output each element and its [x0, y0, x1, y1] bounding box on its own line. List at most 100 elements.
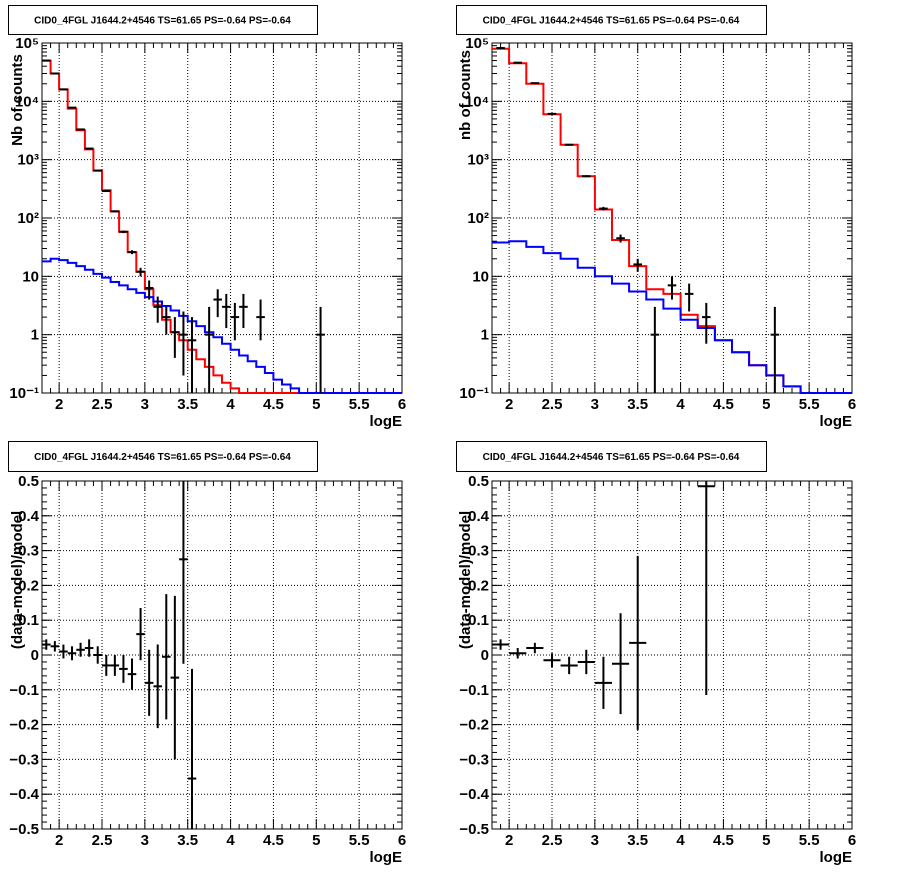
data-point [127, 250, 137, 255]
y-tick-label: 10³ [467, 152, 489, 169]
x-tick-label: 5.5 [349, 396, 370, 413]
data-point [110, 655, 120, 676]
data-point [684, 283, 694, 312]
x-tick-label: 2 [55, 396, 63, 413]
x-tick-label: 2.5 [92, 832, 113, 849]
y-tick-label: −0.1 [459, 682, 489, 699]
chart-panel-1: CID0_4FGL J1644.2+4546 TS=61.65 PS=-0.64… [8, 5, 406, 430]
y-tick-label: 10⁴ [465, 93, 489, 110]
x-tick-label: 3 [141, 396, 149, 413]
data-point [170, 595, 180, 760]
y-tick-label: 10³ [17, 152, 39, 169]
y-tick-label: 0.1 [468, 612, 489, 629]
chart-title-box [456, 441, 767, 472]
data-point [179, 311, 188, 376]
x-tick-label: 3.5 [177, 832, 198, 849]
y-tick-label: 1 [31, 327, 39, 344]
data-point [187, 668, 197, 829]
data-point [526, 642, 544, 654]
chart-title: CID0_4FGL J1644.2+4546 TS=61.65 PS=-0.64… [483, 16, 740, 27]
data-point [93, 646, 102, 664]
chart-panel-4: CID0_4FGL J1644.2+4546 TS=61.65 PS=-0.64… [456, 441, 856, 866]
chart-title: CID0_4FGL J1644.2+4546 TS=61.65 PS=-0.64… [34, 16, 291, 27]
x-tick-label: 4 [226, 832, 235, 849]
y-tick-label: 10⁻¹ [9, 385, 39, 402]
x-axis-label: logE [370, 849, 403, 866]
data-point [67, 106, 77, 109]
data-point [239, 293, 248, 329]
x-tick-label: 4 [226, 396, 235, 413]
x-tick-label: 2.5 [542, 396, 563, 413]
x-tick-label: 2.5 [92, 396, 113, 413]
y-tick-label: 0.4 [18, 508, 40, 525]
x-tick-label: 2 [505, 396, 513, 413]
data-point [102, 655, 111, 676]
x-tick-label: 5 [312, 832, 320, 849]
data-point [84, 639, 94, 657]
data-point [633, 258, 642, 272]
x-axis-label: logE [820, 849, 853, 866]
y-tick-label: 10 [22, 268, 39, 285]
y-tick-label: 10⁵ [15, 35, 39, 52]
x-tick-label: 3.5 [177, 396, 198, 413]
data-point [93, 169, 102, 172]
y-tick-label: 10⁴ [15, 93, 39, 110]
data-point [496, 47, 505, 50]
y-tick-label: −0.2 [9, 717, 39, 734]
x-axis-label: logE [370, 413, 403, 430]
data-point [59, 88, 68, 91]
y-tick-label: −0.3 [9, 751, 39, 768]
y-tick-label: 0.4 [468, 508, 490, 525]
y-axis-label: (data-model)/model [9, 511, 26, 649]
x-tick-label: 6 [848, 396, 856, 413]
y-tick-label: 10² [467, 210, 489, 227]
data-point [650, 306, 660, 393]
data-point [492, 639, 510, 650]
histogram-line-1 [492, 47, 852, 394]
x-tick-label: 3.5 [627, 832, 648, 849]
data-point [67, 646, 77, 661]
data-point [119, 230, 128, 234]
y-tick-label: 10² [17, 210, 39, 227]
data-point [50, 641, 60, 652]
data-point [162, 594, 171, 720]
data-point [599, 206, 608, 211]
data-point [170, 317, 180, 358]
data-point [667, 276, 677, 300]
y-tick-label: 0.1 [18, 612, 39, 629]
chart-title-box [8, 441, 318, 472]
y-tick-label: 0.5 [18, 473, 39, 490]
x-tick-label: 5.5 [799, 832, 820, 849]
y-tick-label: −0.4 [9, 786, 39, 803]
data-point [102, 190, 111, 193]
x-tick-label: 4 [676, 832, 685, 849]
x-tick-label: 2 [505, 832, 513, 849]
data-point [222, 293, 231, 329]
data-point [256, 299, 265, 341]
y-tick-label: −0.4 [459, 786, 489, 803]
y-tick-label: 0.2 [18, 577, 39, 594]
x-tick-label: 4.5 [713, 396, 734, 413]
data-point [187, 317, 197, 393]
y-tick-label: 0 [481, 647, 489, 664]
x-tick-label: 3 [591, 832, 599, 849]
y-tick-label: −0.5 [459, 821, 489, 838]
y-tick-label: −0.1 [9, 682, 39, 699]
data-point [204, 306, 214, 393]
data-point [316, 306, 325, 393]
x-tick-label: 6 [398, 396, 406, 413]
y-tick-label: −0.2 [459, 717, 489, 734]
data-point [509, 648, 527, 659]
x-tick-label: 5.5 [349, 832, 370, 849]
histogram-line-2 [42, 257, 402, 394]
data-point [697, 481, 715, 696]
x-tick-label: 4.5 [713, 832, 734, 849]
data-point [543, 653, 561, 668]
y-axis-label: nb of counts [457, 50, 474, 140]
data-point [530, 82, 540, 85]
chart-title: CID0_4FGL J1644.2+4546 TS=61.65 PS=-0.64… [34, 452, 291, 463]
data-point [560, 656, 578, 675]
data-point [513, 61, 522, 64]
y-axis-label: (data-model)/model [457, 511, 474, 649]
